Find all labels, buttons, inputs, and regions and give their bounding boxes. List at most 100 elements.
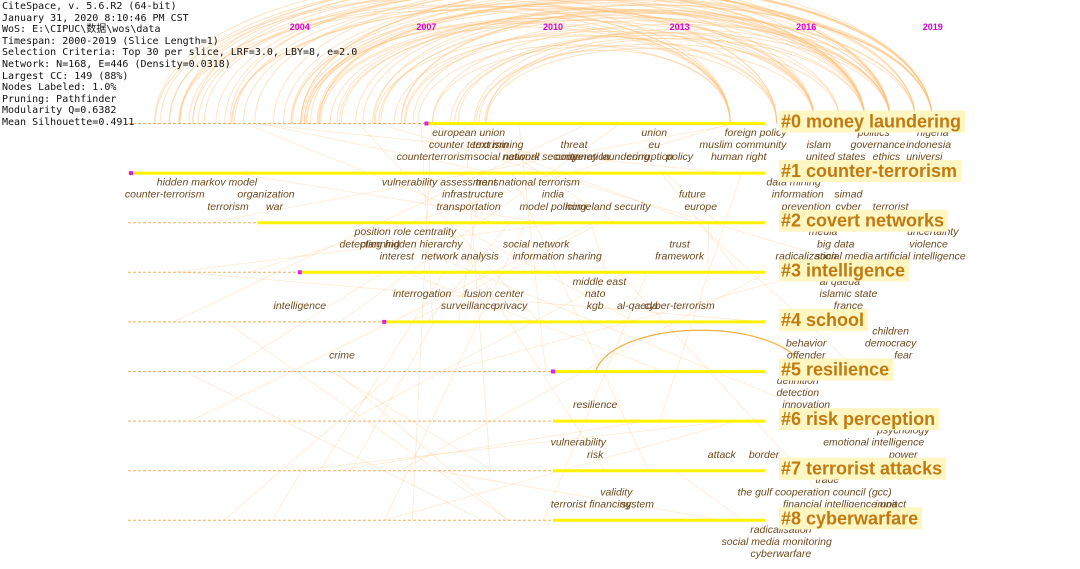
term-label: european union [432,127,505,139]
term-label: detection [776,387,819,399]
cross-link [330,371,493,472]
term-label: vulnerability [551,437,607,449]
citation-arc [478,49,731,124]
cluster-label: #1 counter-terrorism [781,161,957,181]
citation-arc [233,0,866,124]
term-label: fear [894,350,913,362]
citation-arc [431,23,917,124]
citation-arc [192,5,731,124]
info-line: Network: N=168, E=446 (Density=0.0318) [2,58,231,70]
term-label: india [542,189,564,201]
info-line: Largest CC: 149 (88%) [2,70,129,82]
cross-link [223,371,397,521]
info-line: Modularity Q=0.6382 [2,105,117,117]
term-label: validity [600,486,633,498]
cross-link [590,222,607,273]
cross-link [233,172,544,224]
citation-arc [485,47,816,124]
term-label: threat [561,139,589,151]
cluster-node [382,319,387,324]
term-label: information sharing [513,250,602,262]
cross-link [665,172,718,223]
citation-arc [317,16,841,124]
cross-link [252,123,728,174]
cluster-label-bg [779,209,949,232]
cross-link [464,123,491,471]
citation-arc [340,15,866,124]
citation-arc [329,11,892,124]
citation-arc [400,9,892,124]
citation-arc [305,17,778,124]
citation-arc [318,0,934,124]
citation-arc [299,2,866,124]
citation-arc [362,4,934,124]
cross-link [260,123,495,174]
term-label: system [621,498,655,510]
term-label: future [679,189,706,201]
citation-arc [405,35,778,124]
citation-arc [450,32,866,124]
citation-arc [432,45,778,124]
citation-arc [484,38,866,124]
term-label: democracy [865,338,917,350]
cross-link [444,222,606,471]
term-label: organization [237,189,294,201]
term-label: children [872,325,909,337]
citation-arc [475,43,841,124]
citation-arc [192,0,866,124]
citespace-info-panel: CiteSpace, v. 5.6.R2 (64-bit) January 31,… [2,1,357,129]
citation-arc [300,0,934,124]
citation-arc [272,0,934,124]
citation-arc [254,0,934,124]
cluster-label: #7 terrorist attacks [781,459,942,479]
citation-arc [412,20,892,124]
term-label: money laundering [566,151,650,163]
cross-link [319,272,445,471]
citation-arc [290,8,816,124]
citation-arc [153,0,892,124]
term-label: al-qaeda [617,300,658,312]
cross-link [696,222,861,372]
term-label: counter terrorism [429,139,509,151]
citation-arc [154,0,778,124]
citation-arc [188,0,866,124]
citation-arc [303,0,934,124]
term-label: network analysis [421,250,499,262]
term-label: national security [502,151,579,163]
citation-arc [178,4,731,124]
cluster-label-bg [779,408,940,431]
citation-arc [229,0,892,124]
term-label: cooperation [555,151,610,163]
term-label: eu [648,139,660,151]
cross-link [225,321,509,521]
citation-arc [594,329,807,372]
citation-arc [159,0,892,124]
term-label: hidden markov model [157,177,258,189]
cluster-label: #3 intelligence [781,260,905,280]
term-label: social media monitoring [722,536,832,548]
cross-link [377,123,878,273]
year-tick-label: 2007 [416,22,436,32]
term-label: foreign policy [725,127,788,139]
citation-arc [380,13,917,124]
term-label: interrogation [393,288,452,300]
citation-arc [300,0,934,124]
citation-arc [378,17,892,124]
citation-arc [403,28,816,124]
year-tick-label: 2004 [290,22,310,32]
term-label: surveillance [441,300,497,312]
citation-arc [318,1,866,124]
info-line: CiteSpace, v. 5.6.R2 (64-bit) [2,1,177,12]
term-label: risk [587,449,604,461]
term-label: fusion center [464,288,525,300]
term-label: war [266,201,283,213]
citation-arc [224,0,866,124]
cluster-label-bg [779,160,962,183]
citation-arc [454,32,892,124]
citation-arc [393,30,816,124]
term-label: crime [329,350,355,362]
citation-arc [230,5,816,124]
term-label: emotional intelligence [823,437,924,449]
term-label: violence [909,238,948,250]
